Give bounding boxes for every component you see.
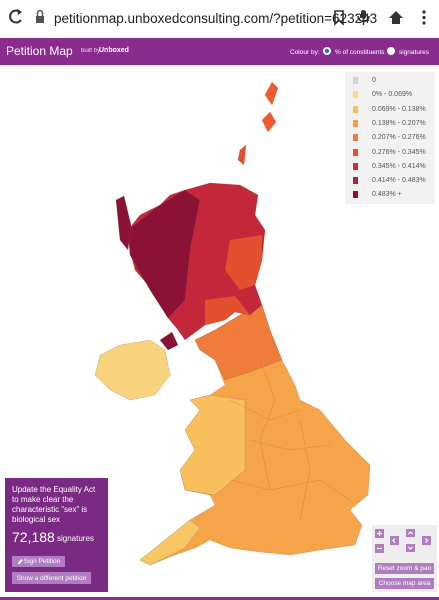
signature-count: 72,188 (12, 529, 55, 545)
legend-item: 0% - 0.069% (353, 91, 413, 99)
radios (323, 47, 395, 55)
legend-label: 0.276% - 0.345% (372, 148, 426, 156)
legend-swatch (353, 134, 358, 142)
legend-swatch (353, 191, 358, 199)
legend-label: 0.069% - 0.138% (372, 105, 426, 113)
reset-button[interactable]: Reset zoom & pan (375, 563, 434, 574)
legend-swatch (353, 77, 358, 84)
legend-item: 0.414% - 0.483% (353, 177, 426, 185)
pan-left[interactable] (390, 536, 399, 545)
legend-item: 0.345% - 0.414% (353, 162, 426, 170)
legend-item: 0.483% + (353, 191, 402, 199)
legend-item: 0.207% - 0.276% (353, 134, 426, 142)
brand[interactable]: Unboxed (99, 47, 129, 54)
change-label: Show a different petition (16, 574, 87, 582)
map-controls: Reset zoom & pan Choose map area (372, 525, 437, 592)
legend-label: 0.138% - 0.207% (372, 119, 426, 127)
zoom-pan (375, 529, 431, 553)
legend-swatch (353, 148, 358, 156)
browser-icons (9, 9, 426, 26)
built-by: built by (81, 48, 101, 54)
area-button[interactable]: Choose map area (375, 578, 434, 589)
legend-label: 0.483% + (372, 191, 402, 199)
header: Petition Map built by Unboxed Colour by:… (0, 38, 439, 65)
legend-item: 0 (353, 77, 376, 84)
legend-item: 0.276% - 0.345% (353, 148, 426, 156)
option[interactable]: % of constituents (335, 49, 385, 56)
pencil-icon (17, 559, 23, 564)
colour-by: Colour by: (290, 49, 320, 56)
signature-unit: signatures (57, 534, 94, 543)
sign-button[interactable]: Sign Petition (12, 556, 65, 567)
legend-swatch (353, 162, 358, 170)
map[interactable] (0, 65, 439, 597)
legend-item: 0.069% - 0.138% (353, 105, 426, 113)
legend-label: 0% - 0.069% (372, 91, 413, 99)
legend-label: 0 (372, 77, 376, 84)
area-label: Choose map area (378, 580, 431, 587)
petition-title: Update the Equality Act to make clear th… (12, 485, 96, 524)
legend-swatch (353, 177, 358, 185)
legend-swatch (353, 91, 358, 99)
option[interactable]: signatures (399, 49, 429, 56)
legend-label: 0.345% - 0.414% (372, 162, 426, 170)
legend-swatch (353, 105, 358, 113)
legend: 0 0% - 0.069% 0.069% - 0.138% 0.138% - 0.20… (345, 72, 435, 204)
url[interactable]: petitionmap.unboxedconsulting.com/?petit… (54, 11, 378, 26)
title: Petition Map (6, 44, 73, 58)
petition-panel: Update the Equality Act to make clear th… (5, 478, 108, 592)
pan-down[interactable] (406, 544, 415, 552)
legend-label: 0.414% - 0.483% (372, 177, 426, 185)
legend-swatch (353, 119, 358, 127)
pan-right[interactable] (422, 536, 431, 545)
legend-item: 0.138% - 0.207% (353, 119, 426, 127)
sign-label: Sign Petition (23, 558, 61, 565)
footer-line (0, 597, 439, 600)
pan-up[interactable] (406, 529, 415, 537)
reset-label: Reset zoom & pan (377, 565, 432, 572)
change-button[interactable]: Show a different petition (12, 572, 91, 584)
legend-label: 0.207% - 0.276% (372, 134, 426, 142)
browser-bar: petitionmap.unboxedconsulting.com/?petit… (0, 0, 439, 38)
